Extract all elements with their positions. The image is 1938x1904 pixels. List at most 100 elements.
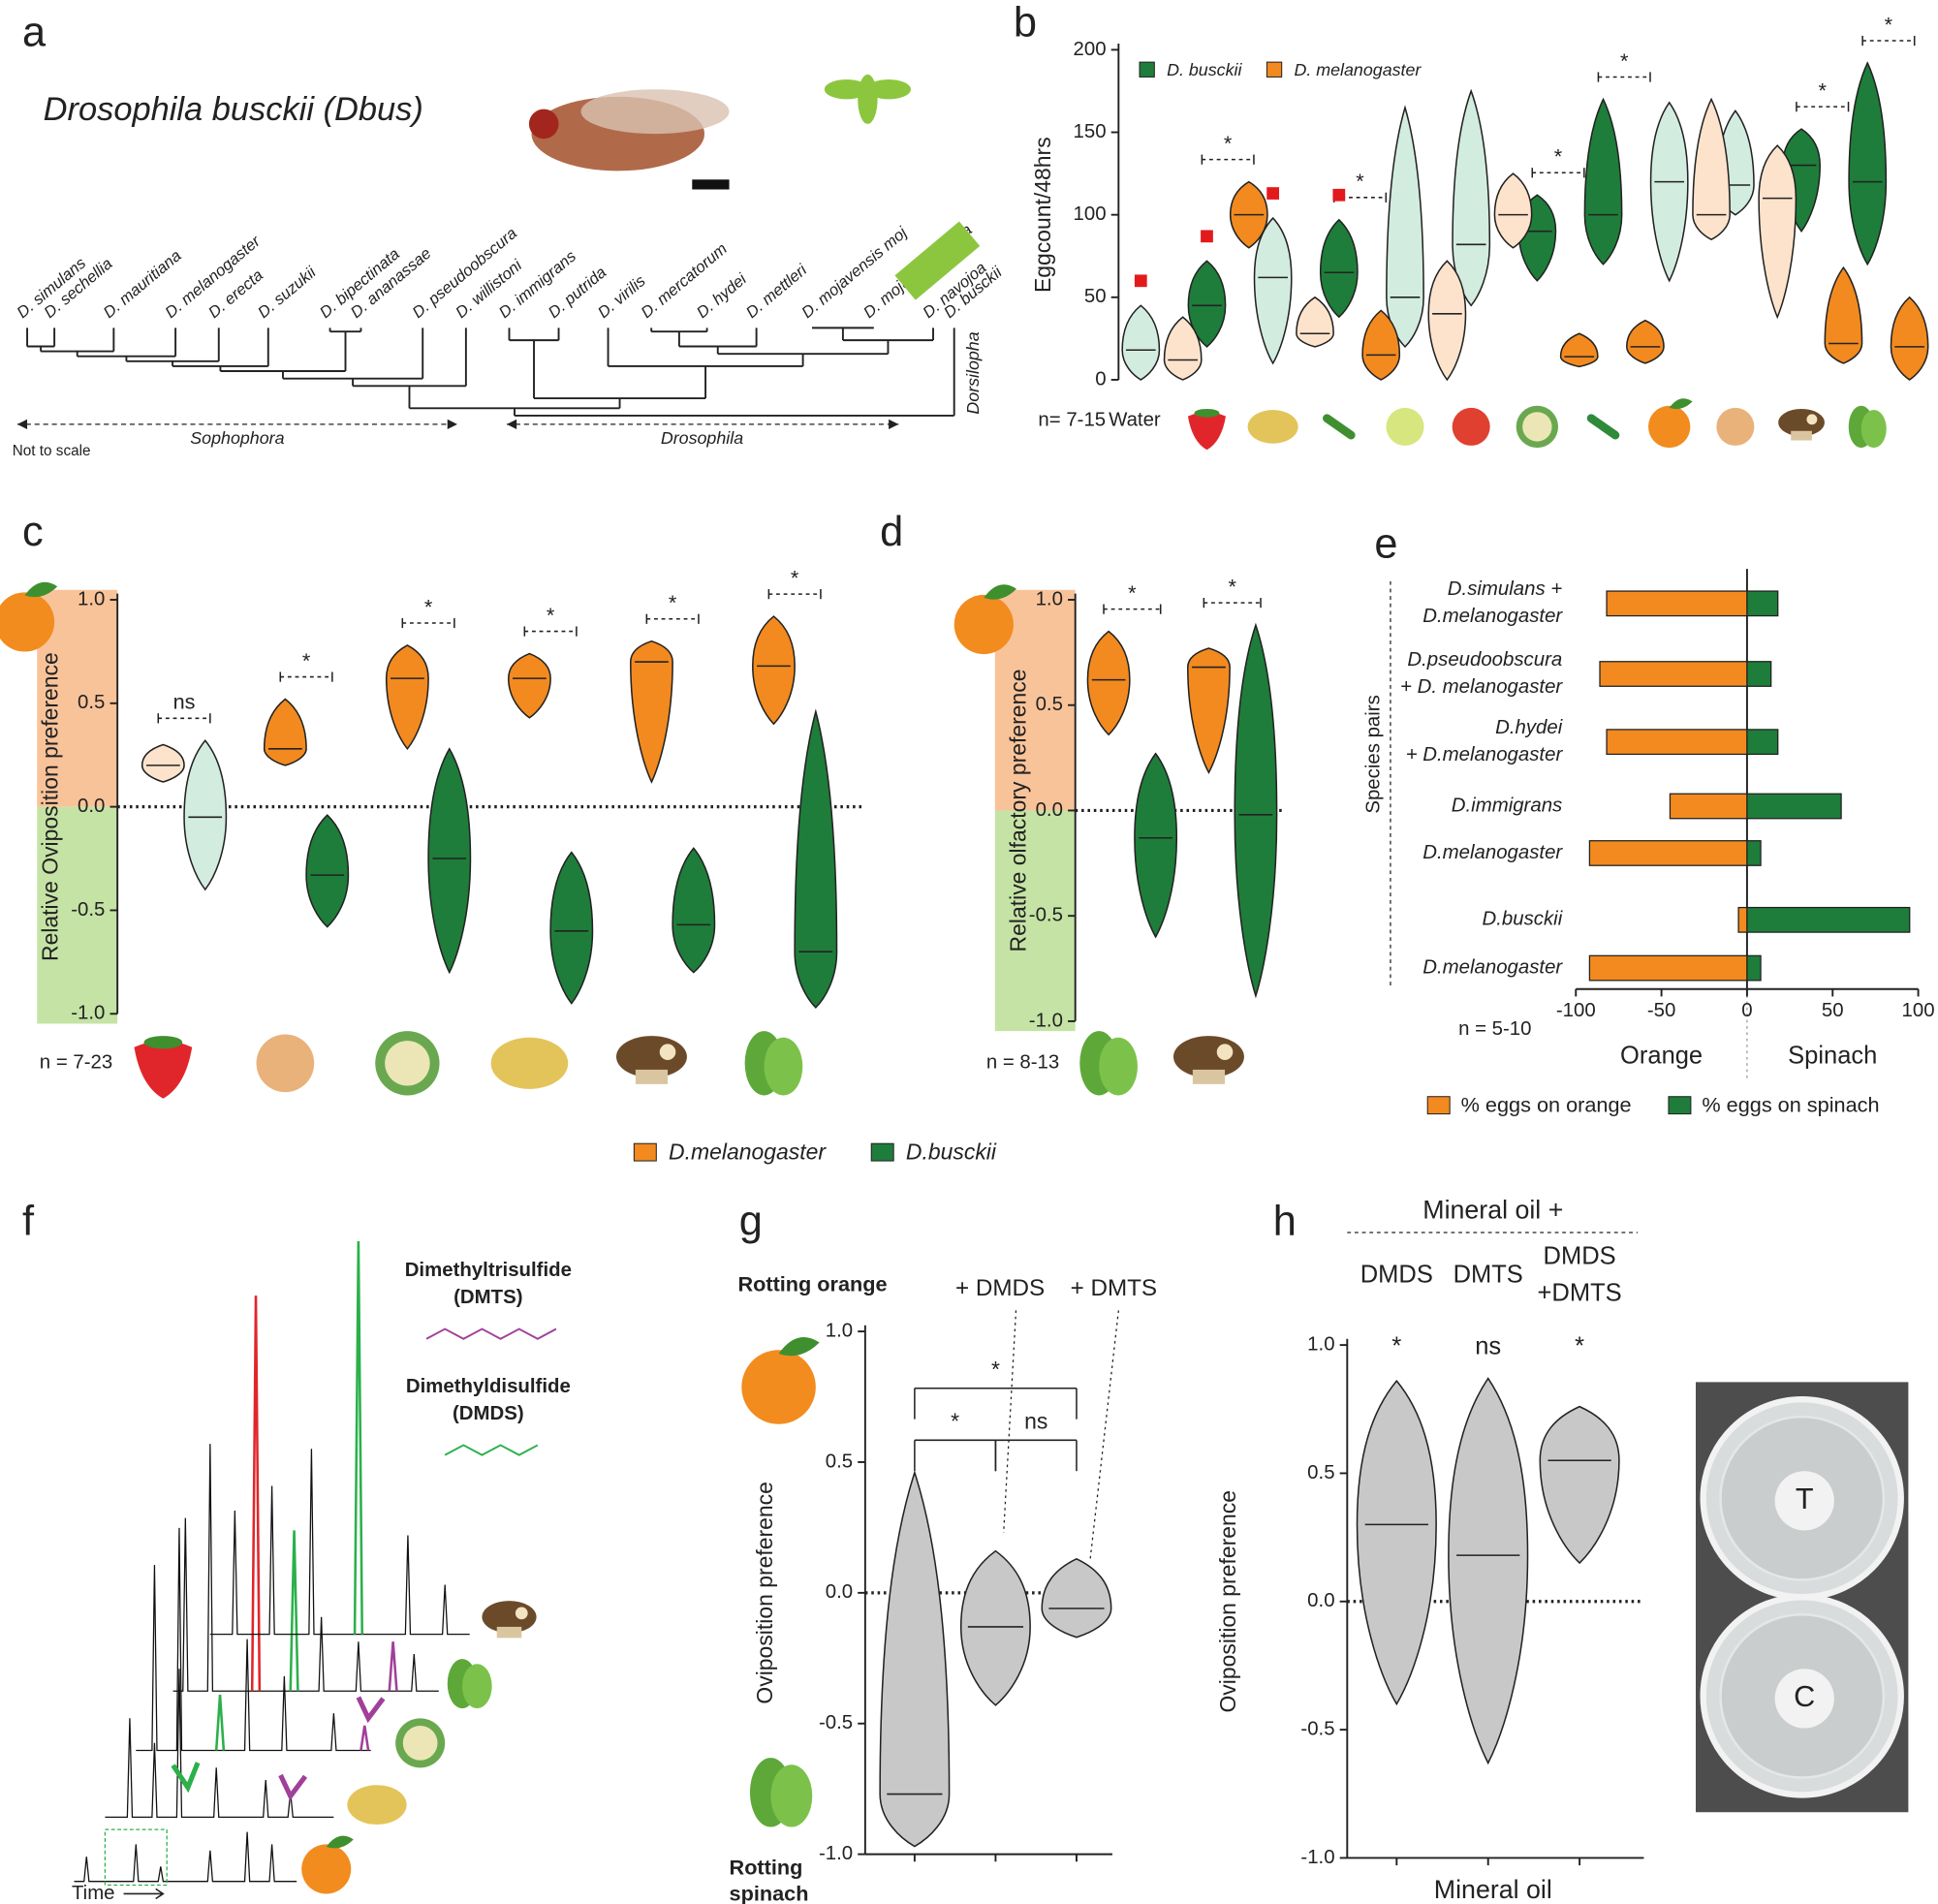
x-axis-label: Mineral oil [1434,1875,1552,1904]
icon [635,1069,669,1084]
highlight-box [894,221,981,300]
legend-label: % eggs on orange [1461,1093,1632,1117]
scale-note: Not to scale [13,443,91,459]
icon [741,1350,816,1424]
structure [425,1327,557,1340]
violin [507,652,551,719]
y-tick-label: 0.5 [1036,694,1063,715]
significance: ns [1475,1332,1501,1359]
flag-marker [1201,230,1213,243]
violin [1583,97,1623,265]
legend-label: D.melanogaster [669,1139,827,1164]
highlight-box [104,1828,168,1887]
x-tick-label: 0 [1741,1000,1752,1021]
violin [549,851,594,1005]
panel-letter: d [880,509,903,555]
y-tick-label: 1.0 [826,1320,853,1341]
icon [1099,1037,1138,1096]
significance: * [1819,78,1828,103]
bar [1606,729,1748,756]
compound-abbr: (DMTS) [453,1287,522,1308]
violin [1427,260,1467,382]
violin [1890,296,1929,381]
category-label: Water [1109,409,1161,430]
violin [1319,218,1359,319]
structure [444,1444,539,1456]
flag-marker [1134,274,1147,288]
scale-bar [692,179,730,190]
violin [427,747,472,975]
significance: * [991,1357,1000,1382]
category-label: D.simulans + [1448,578,1563,600]
bar [1606,590,1748,617]
y-tick-label: 200 [1074,39,1107,60]
y-tick-label: -0.5 [71,899,105,921]
category-label: D.busckii [1483,909,1563,930]
legend-swatch [633,1142,657,1162]
x-tick-label: 100 [1902,1000,1935,1021]
bar [1669,793,1748,820]
icon [778,1336,820,1357]
significance: * [669,590,677,614]
y-tick-label: -1.0 [819,1843,853,1864]
chromatogram-trace [74,1831,297,1883]
bar [1746,906,1911,933]
group-label: Rotting [730,1856,803,1880]
legend-swatch [1668,1096,1692,1115]
arrow [171,1762,201,1794]
violin [1186,647,1231,774]
category-label: DMDS [1360,1261,1433,1288]
icon [515,1607,528,1620]
flag-marker [1266,187,1280,200]
icon [134,1041,193,1099]
icon [490,1037,569,1089]
significance: * [1554,144,1563,169]
panel-letter: f [22,1199,35,1245]
violin [1493,172,1533,249]
panel-letter: g [739,1199,763,1245]
icon [385,1041,430,1086]
y-tick-label: -0.5 [1300,1719,1334,1740]
panel-letter: e [1374,521,1397,568]
sample-size: n= 7-15 [1038,409,1106,430]
y-tick-label: -1.0 [1029,1010,1063,1031]
violin [1848,61,1888,266]
violin [1187,260,1227,348]
icon [1648,405,1691,449]
significance: * [547,603,555,627]
chromatogram-peak [214,1694,226,1751]
icon [1586,414,1620,440]
icon [1247,410,1298,444]
violin [305,814,350,928]
icon [770,1764,813,1827]
significance: * [791,566,799,590]
leader [1089,1310,1119,1561]
species-label: D. suzukii [254,262,320,322]
y-tick-label: 1.0 [78,588,105,609]
icon [1522,412,1552,442]
violin [1361,309,1401,381]
arrow [123,1888,165,1900]
y-axis-label: Eggcount/48hrs [1030,137,1055,293]
bar [1746,840,1762,866]
group-label: spinach [730,1881,809,1904]
violin [1452,88,1491,307]
significance: * [1224,131,1233,155]
y-tick-label: 0.0 [78,796,105,817]
violin [1163,316,1203,381]
icon [1806,414,1818,425]
category-label: D.melanogaster [1422,606,1563,627]
clade-label: Drosophila [661,428,743,448]
x-axis-label: Orange [1620,1043,1703,1070]
y-tick-label: -1.0 [1300,1847,1334,1868]
violin [1625,319,1665,364]
chromatogram-trace [172,1444,439,1692]
violin [1758,144,1797,320]
fly-icon [824,78,869,100]
y-tick-label: 0.5 [826,1451,853,1472]
icon [496,1626,522,1639]
y-axis-label: Relative Oviposition preference [38,652,63,961]
violin [1824,265,1863,364]
